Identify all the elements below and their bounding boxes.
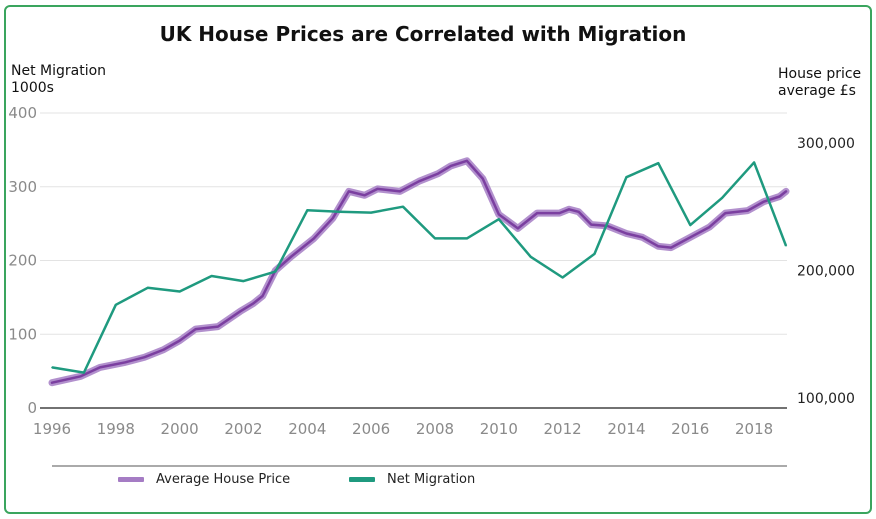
- left-axis-label-line2: 1000s: [11, 80, 54, 96]
- left-axis-label: Net Migration 1000s: [11, 63, 106, 97]
- legend-label-net-migration: Net Migration: [387, 472, 476, 487]
- chart-frame: [4, 5, 872, 514]
- series-line-house-price: [50, 159, 788, 384]
- x-tick-label-2010: 2010: [480, 420, 518, 438]
- legend-item-net-migration: Net Migration: [349, 472, 475, 487]
- left-tick-label-100: 100: [8, 325, 37, 343]
- net-migration-point-1999: [146, 286, 149, 289]
- net-migration-point-2002: [242, 280, 245, 282]
- x-tick-label-2016: 2016: [671, 420, 709, 438]
- x-tick-label-2018: 2018: [735, 420, 773, 438]
- net-migration-point-2015: [657, 162, 660, 164]
- x-tick-label-2008: 2008: [416, 420, 454, 438]
- net-migration-point-2017: [721, 197, 723, 199]
- right-axis-label-line1: House price: [778, 66, 862, 82]
- net-migration-point-1997: [83, 371, 85, 374]
- net-migration-point-2011: [529, 256, 532, 258]
- series-lines: [48, 157, 790, 387]
- net-migration-point-2006: [370, 211, 372, 214]
- x-tick-label-1996: 1996: [33, 420, 71, 438]
- x-tick-label-2012: 2012: [544, 420, 582, 438]
- x-axis-ticks: 1996 1998 2000 2002 2004 2006 2008 2010 2012 2014…: [33, 420, 773, 438]
- right-axis-ticks: 100,000 200,000 300,000: [797, 136, 855, 407]
- left-tick-label-0: 0: [27, 399, 37, 417]
- legend-label-house-price: Average House Price: [156, 472, 291, 487]
- right-tick-label-300000: 300,000: [797, 136, 855, 152]
- left-axis-label-line1: Net Migration: [11, 63, 107, 79]
- net-migration-point-2001: [210, 275, 213, 277]
- net-migration-point-1998: [115, 303, 117, 306]
- right-tick-label-200000: 200,000: [797, 264, 855, 280]
- legend-swatch-net-migration: [349, 477, 375, 482]
- net-migration-point-2016: [689, 224, 692, 226]
- net-migration-point-2019: [785, 244, 787, 247]
- right-axis-label-line2: average £s: [778, 83, 856, 99]
- left-tick-label-400: 400: [8, 104, 37, 122]
- net-migration-point-2000: [178, 290, 181, 293]
- x-tick-label-2006: 2006: [352, 420, 390, 438]
- left-tick-label-200: 200: [8, 252, 37, 270]
- net-migration-point-2004: [306, 209, 309, 212]
- net-migration-point-2009: [466, 237, 468, 240]
- series-line-net-migration: [51, 161, 788, 374]
- x-tick-label-2002: 2002: [224, 420, 262, 438]
- legend-swatch-house-price: [118, 477, 144, 482]
- x-tick-label-2004: 2004: [288, 420, 326, 438]
- net-migration-point-2007: [402, 205, 404, 208]
- net-migration-point-2013: [593, 253, 596, 255]
- net-migration-point-2018: [753, 161, 755, 164]
- x-tick-label-2000: 2000: [161, 420, 199, 438]
- net-migration-point-1996: [51, 366, 53, 369]
- x-tick-label-2014: 2014: [607, 420, 645, 438]
- net-migration-point-2008: [434, 237, 436, 240]
- net-migration-point-2010: [497, 218, 500, 220]
- x-tick-label-1998: 1998: [97, 420, 135, 438]
- net-migration-point-2014: [625, 176, 628, 178]
- net-migration-point-2005: [338, 211, 341, 213]
- net-migration-point-2003: [274, 270, 277, 273]
- right-axis-label: House price average £s: [778, 66, 861, 100]
- gridlines: [40, 112, 787, 335]
- left-axis-ticks: 0 100 200 300 400: [8, 104, 37, 417]
- right-tick-label-100000: 100,000: [797, 391, 855, 407]
- legend-item-house-price: Average House Price: [118, 472, 290, 487]
- net-migration-point-2012: [561, 276, 564, 279]
- chart-title: UK House Prices are Correlated with Migr…: [159, 22, 687, 46]
- left-tick-label-300: 300: [8, 178, 37, 196]
